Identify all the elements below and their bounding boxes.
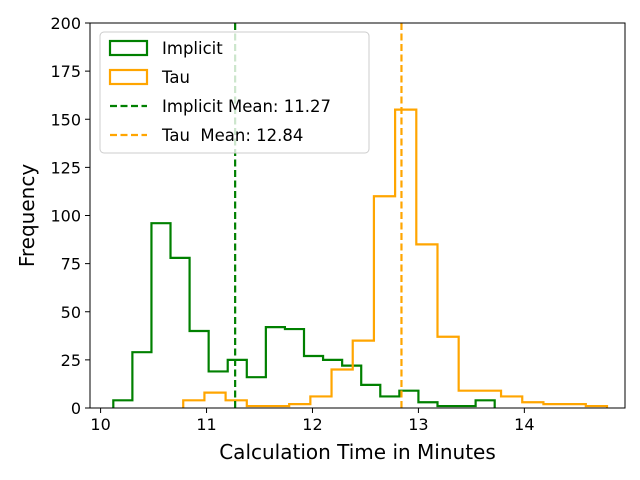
- y-axis-label: Frequency: [15, 164, 39, 267]
- y-tick-label: 50: [61, 303, 81, 322]
- y-tick-label: 125: [50, 158, 81, 177]
- y-axis: 0 25 50 75 100 125 150 175 200: [50, 14, 90, 418]
- series-implicit-histogram: [112, 222, 496, 408]
- y-tick-label: 175: [50, 62, 81, 81]
- x-tick-label: 13: [408, 415, 428, 434]
- x-axis-label: Calculation Time in Minutes: [219, 440, 496, 464]
- legend-box: [99, 31, 370, 154]
- x-tick-label: 14: [514, 415, 534, 434]
- legend-label: Tau Mean: 12.84: [161, 126, 303, 145]
- legend-label: Implicit Mean: 11.27: [162, 97, 331, 116]
- x-axis: 10 11 12 13 14: [90, 408, 535, 434]
- x-tick-label: 12: [302, 415, 322, 434]
- legend-label: Implicit: [162, 39, 223, 58]
- y-tick-label: 0: [71, 399, 81, 418]
- x-tick-label: 11: [196, 415, 216, 434]
- series-tau-histogram: [182, 108, 609, 408]
- legend: Implicit Tau Implicit Mean: 11.27 Tau Mean:…: [99, 31, 370, 154]
- legend-swatch: [108, 68, 149, 86]
- legend-item: Implicit: [108, 39, 223, 58]
- legend-item: Tau Mean: 12.84: [110, 126, 303, 145]
- legend-label: Tau: [161, 68, 190, 87]
- y-tick-label: 150: [50, 110, 81, 129]
- y-tick-label: 200: [50, 14, 81, 33]
- y-tick-label: 75: [61, 255, 81, 274]
- y-tick-label: 100: [50, 207, 81, 226]
- legend-item: Implicit Mean: 11.27: [110, 97, 331, 116]
- legend-item: Tau: [108, 68, 190, 87]
- legend-swatch: [108, 39, 149, 57]
- x-tick-label: 10: [90, 415, 110, 434]
- y-tick-label: 25: [61, 351, 81, 370]
